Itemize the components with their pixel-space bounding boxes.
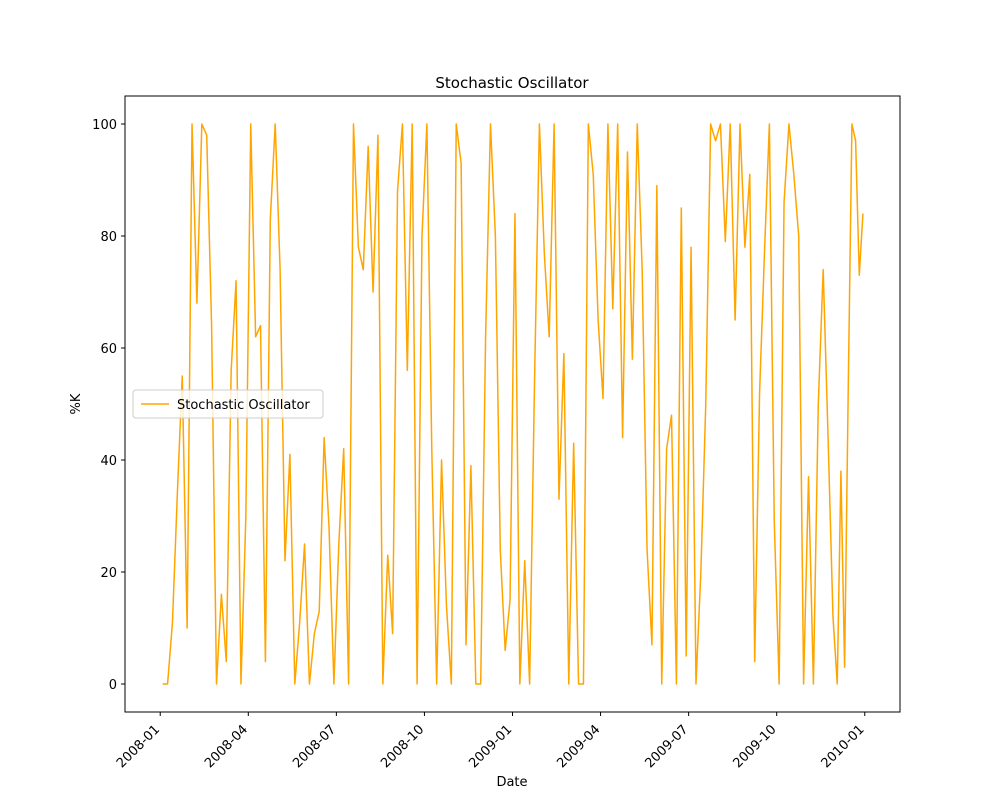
legend-box [132, 389, 324, 419]
y-tick-label: 0 [109, 678, 117, 693]
line [162, 123, 864, 685]
y-tick-label: 20 [100, 566, 117, 581]
y-tick-label: 60 [100, 342, 117, 357]
y-axis-label: %K [69, 393, 84, 414]
plot-frame [124, 95, 901, 713]
y-tick-label: 80 [100, 230, 117, 245]
y-tick-label: 40 [100, 454, 117, 469]
chart-title: Stochastic Oscillator [435, 74, 589, 92]
x-axis-label: Date [496, 775, 527, 790]
y-tick-label: 100 [92, 118, 117, 133]
legend-label: Stochastic Oscillator [177, 398, 310, 413]
